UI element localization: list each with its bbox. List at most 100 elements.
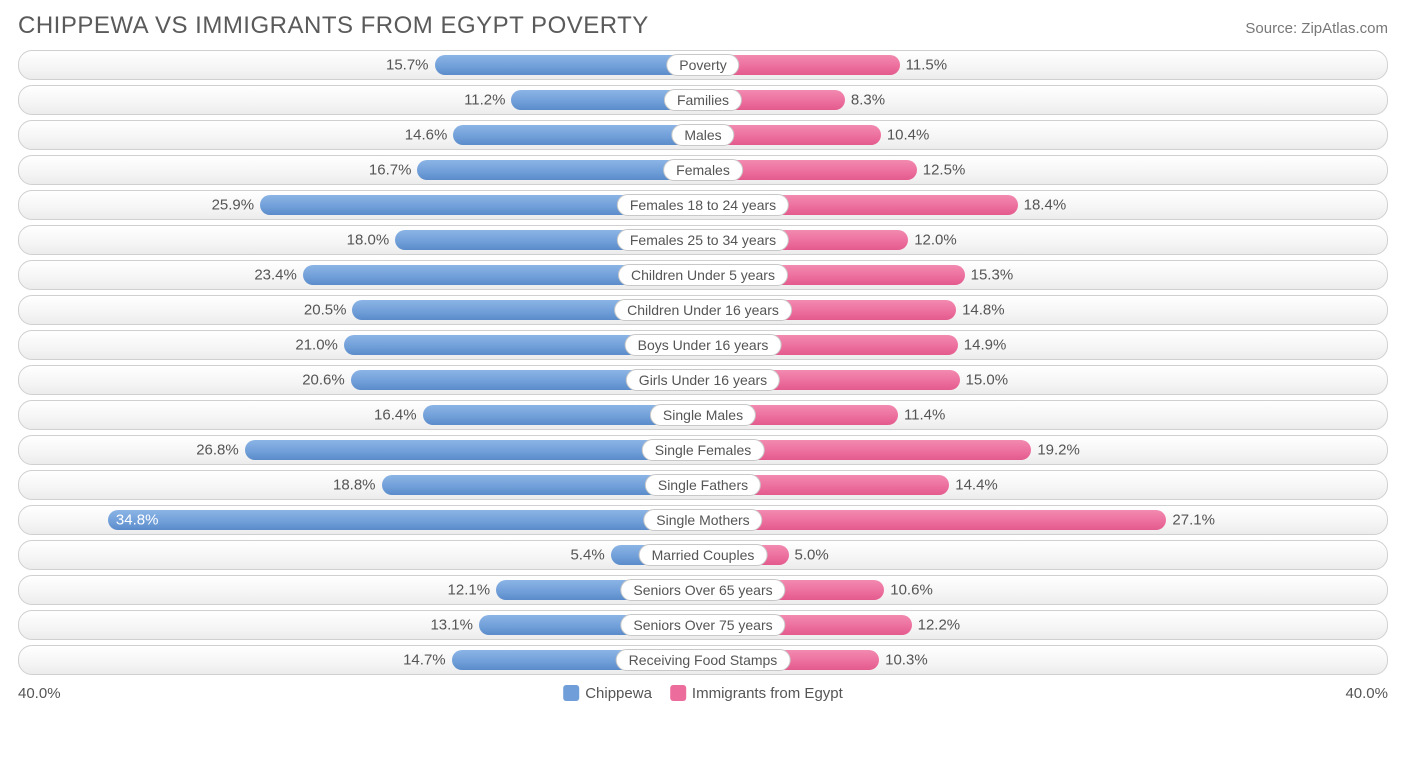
bar-left: 15.7% — [435, 55, 703, 75]
bar-left: 26.8% — [245, 440, 703, 460]
category-label: Single Mothers — [643, 509, 762, 531]
legend-item-left: Chippewa — [563, 685, 652, 702]
bar-row: 15.7% 11.5% Poverty — [18, 50, 1388, 80]
bar-value-right: 15.3% — [971, 267, 1014, 284]
legend-label-right: Immigrants from Egypt — [692, 685, 843, 702]
bar-row: 11.2% 8.3% Families — [18, 85, 1388, 115]
source-name: ZipAtlas.com — [1301, 20, 1388, 37]
source-attribution: Source: ZipAtlas.com — [1245, 20, 1388, 37]
bar-half-right: 14.9% — [703, 331, 1387, 359]
bar-left: 16.7% — [417, 160, 703, 180]
bar-value-left: 26.8% — [196, 442, 239, 459]
bar-half-left: 20.5% — [19, 296, 703, 324]
bar-row: 13.1% 12.2% Seniors Over 75 years — [18, 610, 1388, 640]
bar-row: 18.0%12.0%Females 25 to 34 years — [18, 225, 1388, 255]
bar-value-right: 5.0% — [795, 547, 829, 564]
bar-row: 26.8%19.2%Single Females — [18, 435, 1388, 465]
bar-value-right: 8.3% — [851, 92, 885, 109]
bar-value-left: 18.0% — [347, 232, 390, 249]
bar-value-left: 34.8% — [116, 512, 159, 529]
category-label: Seniors Over 75 years — [620, 614, 785, 636]
legend-swatch-right — [670, 685, 686, 701]
bar-half-left: 18.0% — [19, 226, 703, 254]
bar-half-left: 13.1% — [19, 611, 703, 639]
axis-max-right: 40.0% — [1345, 685, 1388, 702]
category-label: Families — [664, 89, 742, 111]
bar-row: 25.9% 18.4% Females 18 to 24 years — [18, 190, 1388, 220]
category-label: Girls Under 16 years — [626, 369, 780, 391]
bar-value-left: 12.1% — [448, 582, 491, 599]
bar-row: 20.6% 15.0% Girls Under 16 years — [18, 365, 1388, 395]
bar-value-left: 13.1% — [430, 617, 473, 634]
bar-row: 34.8%27.1%Single Mothers — [18, 505, 1388, 535]
bar-value-left: 14.7% — [403, 652, 446, 669]
bar-half-right: 11.4% — [703, 401, 1387, 429]
bar-half-right: 5.0% — [703, 541, 1387, 569]
category-label: Females 18 to 24 years — [617, 194, 789, 216]
bar-half-right: 10.3% — [703, 646, 1387, 674]
bar-value-right: 18.4% — [1024, 197, 1067, 214]
bar-value-left: 18.8% — [333, 477, 376, 494]
legend-swatch-left — [563, 685, 579, 701]
bar-half-right: 18.4% — [703, 191, 1387, 219]
category-label: Single Females — [642, 439, 765, 461]
bar-half-left: 18.8% — [19, 471, 703, 499]
bar-row: 12.1% 10.6% Seniors Over 65 years — [18, 575, 1388, 605]
bar-value-left: 21.0% — [295, 337, 338, 354]
bar-half-right: 12.0% — [703, 226, 1387, 254]
bar-right: 27.1% — [703, 510, 1166, 530]
bar-value-left: 25.9% — [212, 197, 255, 214]
bar-half-left: 25.9% — [19, 191, 703, 219]
bar-value-right: 27.1% — [1172, 512, 1215, 529]
bar-half-right: 19.2% — [703, 436, 1387, 464]
bar-half-left: 11.2% — [19, 86, 703, 114]
bar-half-right: 15.0% — [703, 366, 1387, 394]
category-label: Poverty — [666, 54, 739, 76]
bar-half-right: 12.5% — [703, 156, 1387, 184]
bar-value-right: 10.6% — [890, 582, 933, 599]
bar-half-right: 11.5% — [703, 51, 1387, 79]
bar-half-right: 10.6% — [703, 576, 1387, 604]
bar-half-left: 16.7% — [19, 156, 703, 184]
bar-half-right: 14.8% — [703, 296, 1387, 324]
bar-value-left: 16.4% — [374, 407, 417, 424]
bar-half-right: 10.4% — [703, 121, 1387, 149]
bar-value-right: 12.5% — [923, 162, 966, 179]
bar-value-left: 11.2% — [464, 92, 505, 109]
category-label: Children Under 5 years — [618, 264, 788, 286]
bar-half-left: 34.8% — [19, 506, 703, 534]
bar-value-right: 15.0% — [966, 372, 1009, 389]
legend-item-right: Immigrants from Egypt — [670, 685, 843, 702]
bar-value-right: 14.9% — [964, 337, 1007, 354]
bar-value-left: 23.4% — [254, 267, 297, 284]
diverging-bar-chart: 15.7% 11.5% Poverty 11.2% 8.3% Families 14.6% 1… — [18, 50, 1388, 675]
bar-half-left: 26.8% — [19, 436, 703, 464]
bar-value-left: 14.6% — [405, 127, 448, 144]
bar-row: 16.7%12.5%Females — [18, 155, 1388, 185]
bar-value-right: 14.8% — [962, 302, 1005, 319]
category-label: Males — [671, 124, 734, 146]
bar-value-left: 16.7% — [369, 162, 412, 179]
bar-value-right: 12.2% — [918, 617, 961, 634]
bar-half-left: 12.1% — [19, 576, 703, 604]
category-label: Married Couples — [639, 544, 768, 566]
bar-half-right: 15.3% — [703, 261, 1387, 289]
chart-header: CHIPPEWA VS IMMIGRANTS FROM EGYPT POVERT… — [18, 12, 1388, 40]
bar-row: 14.7%10.3%Receiving Food Stamps — [18, 645, 1388, 675]
bar-half-left: 15.7% — [19, 51, 703, 79]
category-label: Single Males — [650, 404, 756, 426]
bar-value-right: 10.3% — [885, 652, 928, 669]
category-label: Seniors Over 65 years — [620, 579, 785, 601]
bar-half-left: 14.6% — [19, 121, 703, 149]
bar-row: 16.4% 11.4% Single Males — [18, 400, 1388, 430]
axis-max-left: 40.0% — [18, 685, 61, 702]
bar-row: 21.0%14.9%Boys Under 16 years — [18, 330, 1388, 360]
bar-value-left: 20.6% — [302, 372, 345, 389]
bar-row: 23.4% 15.3% Children Under 5 years — [18, 260, 1388, 290]
bar-value-left: 5.4% — [570, 547, 604, 564]
bar-row: 20.5%14.8%Children Under 16 years — [18, 295, 1388, 325]
bar-half-right: 27.1% — [703, 506, 1387, 534]
bar-value-right: 11.5% — [906, 57, 947, 74]
bar-value-right: 11.4% — [904, 407, 945, 424]
category-label: Single Fathers — [645, 474, 761, 496]
